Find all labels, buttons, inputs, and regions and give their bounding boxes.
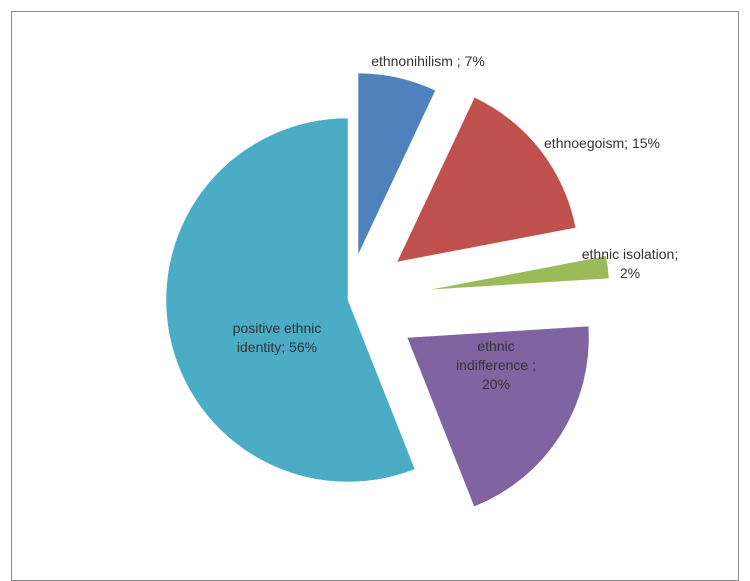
pie-slice-ethnic-isolation: [427, 255, 610, 291]
pie-slice-ethnic-indifference: [406, 325, 590, 508]
data-label-ethnic-isolation: ethnic isolation; 2%: [582, 246, 679, 281]
data-label-ethnonihilism: ethnonihilism ; 7%: [371, 53, 485, 69]
pie-slice-ethnoegoism: [396, 96, 577, 263]
data-label-positive-ethnic-identity: positive ethnic identity; 56%: [233, 320, 322, 355]
pie-slice-ethnonihilism: [357, 72, 436, 256]
data-label-ethnic-indifference: ethnic indifference ; 20%: [456, 338, 536, 392]
data-label-ethnoegoism: ethnoegoism; 15%: [544, 135, 660, 151]
pie-slice-positive-ethnic-identity: [165, 117, 416, 483]
